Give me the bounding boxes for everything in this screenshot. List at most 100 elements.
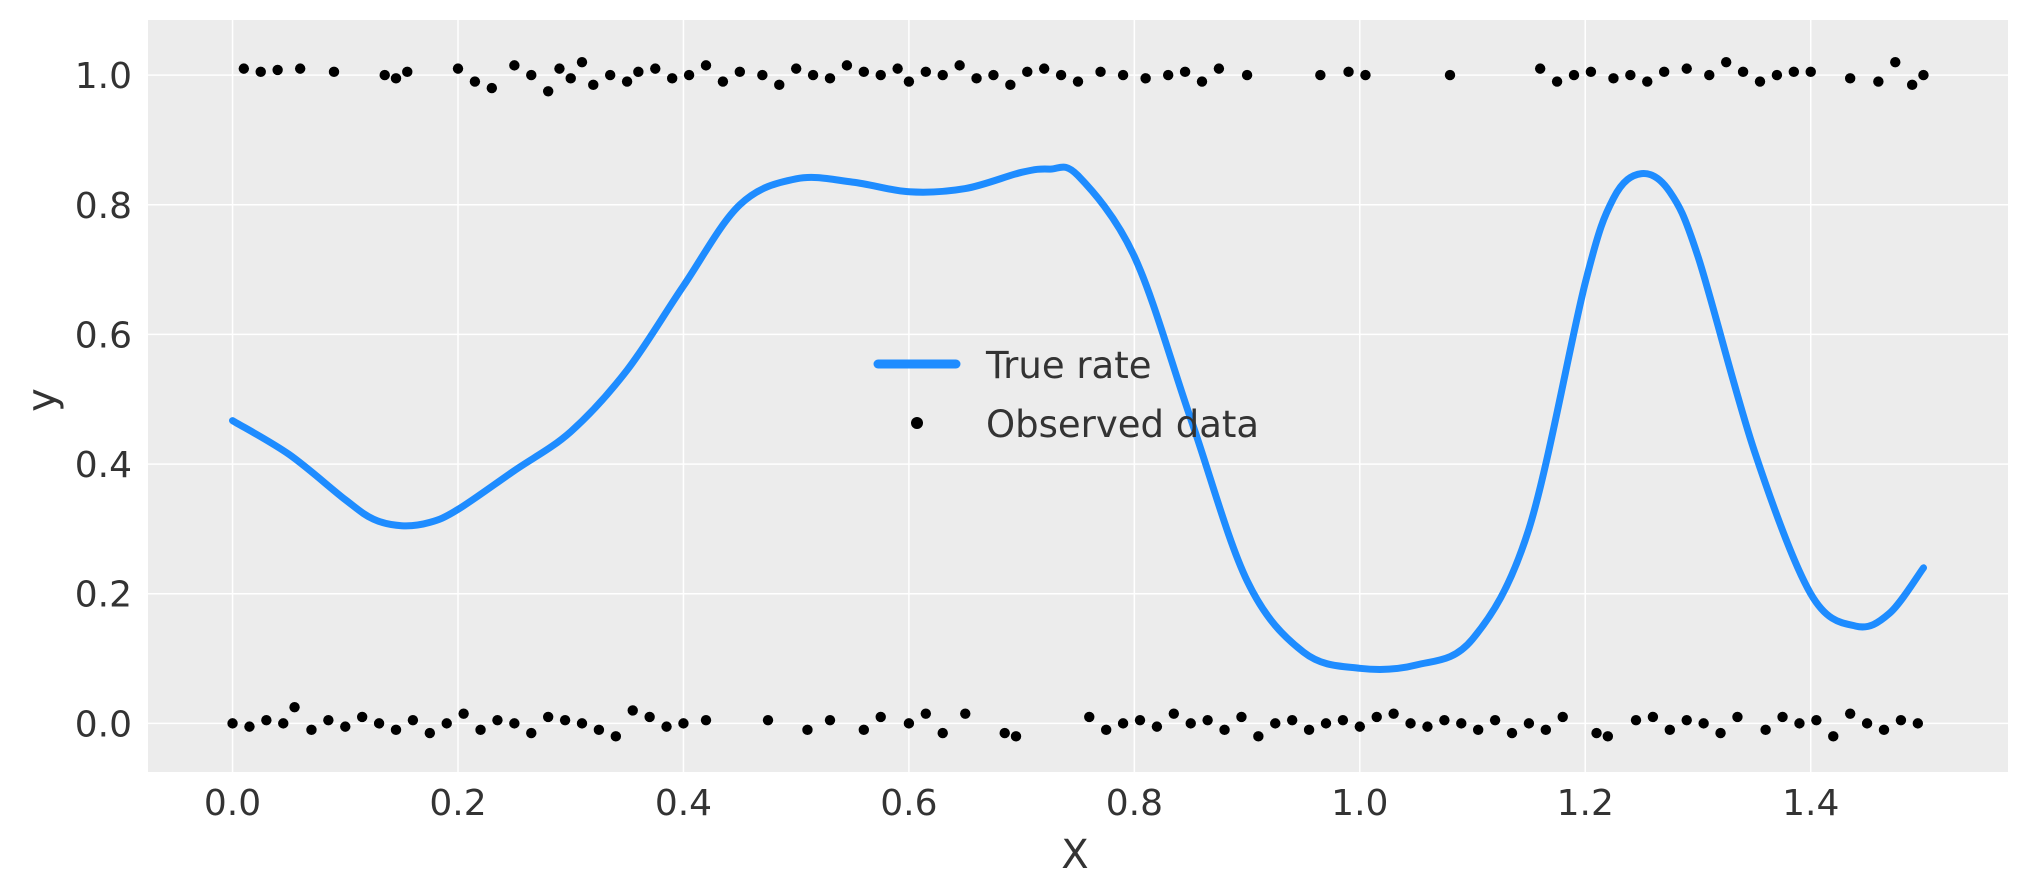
observed-point [734, 66, 746, 78]
plot-area [148, 20, 2008, 772]
observed-point [892, 63, 903, 74]
line-layer [229, 163, 1927, 673]
observed-point [1303, 724, 1315, 736]
observed-point [920, 708, 932, 719]
observed-point [807, 69, 819, 81]
observed-point [666, 73, 678, 84]
observed-point [1861, 718, 1873, 729]
observed-point [559, 714, 571, 726]
observed-point [700, 60, 712, 71]
observed-point [1630, 714, 1642, 726]
observed-point [1771, 69, 1783, 81]
observed-point [1777, 711, 1788, 723]
observed-point [356, 711, 368, 723]
observed-point [328, 66, 340, 78]
observed-point [858, 66, 870, 78]
observed-point [323, 714, 334, 726]
observed-point [1760, 724, 1771, 736]
observed-point [1371, 711, 1382, 723]
observed-point [1117, 69, 1129, 81]
x-tick-label: 0.2 [429, 783, 486, 824]
observed-point [1151, 721, 1163, 732]
observed-point [1918, 69, 1929, 81]
observed-point [1168, 708, 1180, 719]
observed-point [1715, 727, 1726, 739]
legend-label-true-rate: True rate [985, 344, 1152, 387]
observed-point [903, 76, 915, 87]
observed-point [492, 714, 503, 726]
observed-point [1444, 69, 1456, 81]
observed-point [294, 63, 306, 74]
observed-point [1568, 69, 1580, 81]
observed-point [1754, 76, 1766, 87]
observed-point [683, 69, 695, 81]
x-tick-label: 0.6 [880, 783, 937, 824]
observed-point [1084, 711, 1095, 723]
observed-point [1219, 724, 1230, 736]
observed-point [1591, 727, 1602, 739]
observed-point [960, 708, 971, 719]
observed-point [1602, 731, 1614, 742]
observed-point [576, 56, 588, 68]
observed-point [565, 73, 576, 84]
observed-point [255, 66, 266, 78]
observed-point [920, 66, 932, 78]
observed-point [1732, 711, 1743, 723]
observed-point [678, 718, 689, 729]
observed-point [1737, 66, 1749, 78]
observed-point [1878, 724, 1890, 736]
observed-point [700, 714, 712, 726]
observed-point [717, 76, 729, 87]
x-tick-label: 1.4 [1782, 783, 1839, 824]
observed-point [509, 718, 520, 729]
observed-point [650, 63, 661, 74]
observed-point [1472, 724, 1484, 736]
observed-point [1906, 79, 1918, 91]
observed-point [289, 701, 300, 713]
observed-point [1140, 73, 1151, 84]
observed-point [1523, 718, 1535, 729]
observed-point [1022, 66, 1033, 78]
observed-point [1388, 708, 1399, 719]
y-tick-label: 0.8 [75, 186, 132, 227]
observed-point [576, 718, 588, 729]
observed-point [790, 63, 802, 74]
observed-point [604, 69, 616, 81]
observed-point [441, 718, 452, 729]
observed-point [390, 724, 402, 736]
observed-point [903, 718, 915, 729]
observed-point [1134, 714, 1146, 726]
observed-point [1343, 66, 1354, 78]
observed-point [1072, 76, 1084, 87]
observed-point [1506, 727, 1518, 739]
observed-point [762, 714, 774, 726]
observed-point [1253, 731, 1264, 742]
observed-point [402, 66, 413, 78]
y-axis-ticks: 0.0 0.2 0.4 0.6 0.8 1.0 [75, 56, 132, 745]
observed-point [542, 711, 554, 723]
observed-point [554, 63, 565, 74]
observed-point [1681, 714, 1692, 726]
observed-point [278, 718, 289, 729]
observed-point [1315, 69, 1326, 81]
observed-point [526, 727, 537, 739]
true-rate-line [229, 163, 1927, 673]
observed-point [1422, 721, 1433, 732]
observed-point [1585, 66, 1597, 78]
observed-point [1095, 66, 1106, 78]
observed-point [509, 60, 520, 71]
observed-point [1912, 718, 1924, 729]
observed-point [1720, 56, 1732, 68]
legend-label-observed-data: Observed data [986, 403, 1259, 446]
observed-point [1286, 714, 1298, 726]
legend: True rate Observed data [873, 344, 1259, 446]
observed-point [469, 76, 481, 87]
observed-point [1456, 718, 1467, 729]
observed-point [621, 76, 633, 87]
observed-point [1196, 76, 1208, 87]
grid [148, 20, 2008, 772]
observed-point [1241, 69, 1253, 81]
observed-point [227, 718, 238, 729]
observed-point [1179, 66, 1191, 78]
